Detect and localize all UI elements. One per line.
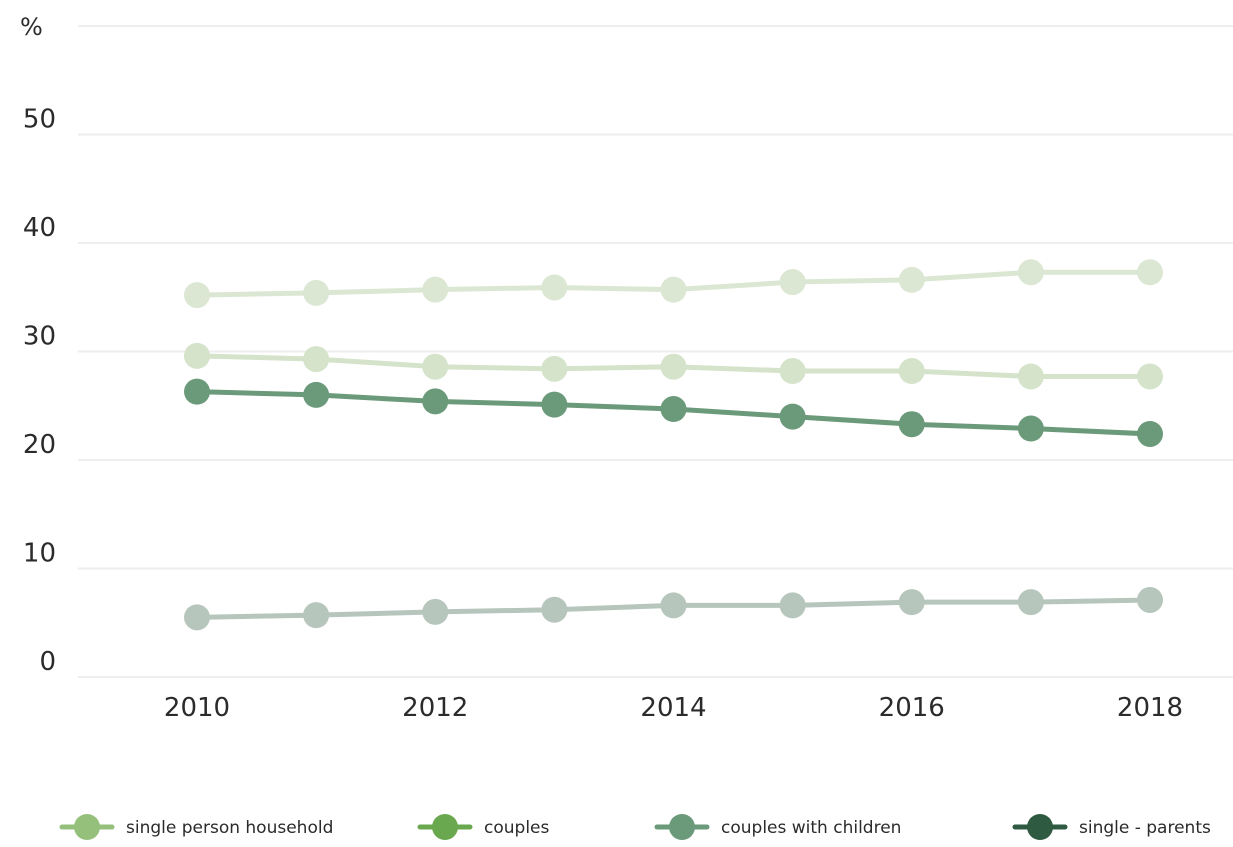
data-point [1017, 363, 1044, 390]
data-point [1137, 363, 1163, 390]
x-tick-label: 2016 [879, 693, 945, 723]
series-2 [184, 342, 1163, 390]
data-point [1137, 420, 1163, 447]
data-point [898, 358, 925, 385]
data-point [660, 276, 687, 303]
y-tick-label: 20 [23, 430, 56, 460]
y-tick-label: 0 [39, 647, 56, 677]
legend-label: single - parents [1079, 818, 1211, 838]
data-point [541, 391, 568, 418]
legend-swatch-marker [74, 814, 100, 840]
data-point [1017, 259, 1044, 286]
data-point [898, 266, 925, 293]
y-tick-label: 50 [23, 105, 56, 135]
data-point [898, 411, 925, 438]
data-point [898, 589, 925, 616]
data-point [303, 381, 330, 408]
grid-lines [78, 25, 1233, 678]
data-point [422, 598, 449, 625]
y-tick-label: 40 [23, 213, 56, 243]
data-point [660, 592, 687, 619]
legend: single person household couples couples wi… [59, 814, 1211, 840]
data-point [303, 346, 330, 373]
data-point [184, 342, 210, 369]
data-point [422, 353, 449, 380]
data-point [1017, 415, 1044, 442]
data-point [422, 388, 449, 415]
y-axis-unit-label: % [20, 13, 43, 41]
series-4 [184, 586, 1163, 631]
data-point [779, 269, 806, 296]
data-point [541, 274, 568, 301]
data-point [541, 596, 568, 623]
x-axis-ticks: 2010 2012 2014 2016 2018 [164, 693, 1183, 723]
y-axis-ticks: 0 10 20 30 40 50 [23, 105, 56, 678]
x-tick-label: 2012 [402, 693, 468, 723]
data-point [184, 604, 210, 631]
legend-item: couples with children [654, 814, 901, 840]
legend-label: couples with children [721, 818, 901, 838]
data-point [303, 602, 330, 629]
data-point [184, 378, 210, 405]
data-point [779, 403, 806, 430]
legend-label: couples [484, 818, 549, 838]
x-tick-label: 2010 [164, 693, 230, 723]
x-tick-label: 2018 [1117, 693, 1183, 723]
legend-swatch-marker [432, 814, 458, 840]
series-1 [184, 259, 1163, 309]
y-tick-label: 30 [23, 322, 56, 352]
data-point [303, 279, 330, 306]
data-point [422, 276, 449, 303]
legend-label: single person household [126, 818, 333, 838]
series-lines [184, 259, 1163, 631]
legend-item: couples [417, 814, 549, 840]
legend-item: single - parents [1012, 814, 1211, 840]
data-point [779, 592, 806, 619]
legend-swatch-marker [1027, 814, 1053, 840]
series-3 [184, 378, 1163, 447]
data-point [1017, 589, 1044, 616]
data-point [660, 396, 687, 423]
y-tick-label: 10 [23, 539, 56, 569]
data-point [660, 353, 687, 380]
x-tick-label: 2014 [640, 693, 706, 723]
legend-swatch-marker [669, 814, 695, 840]
data-point [779, 358, 806, 385]
data-point [1137, 259, 1163, 286]
data-point [184, 282, 210, 309]
data-point [1137, 586, 1163, 613]
legend-item: single person household [59, 814, 333, 840]
data-point [541, 355, 568, 382]
